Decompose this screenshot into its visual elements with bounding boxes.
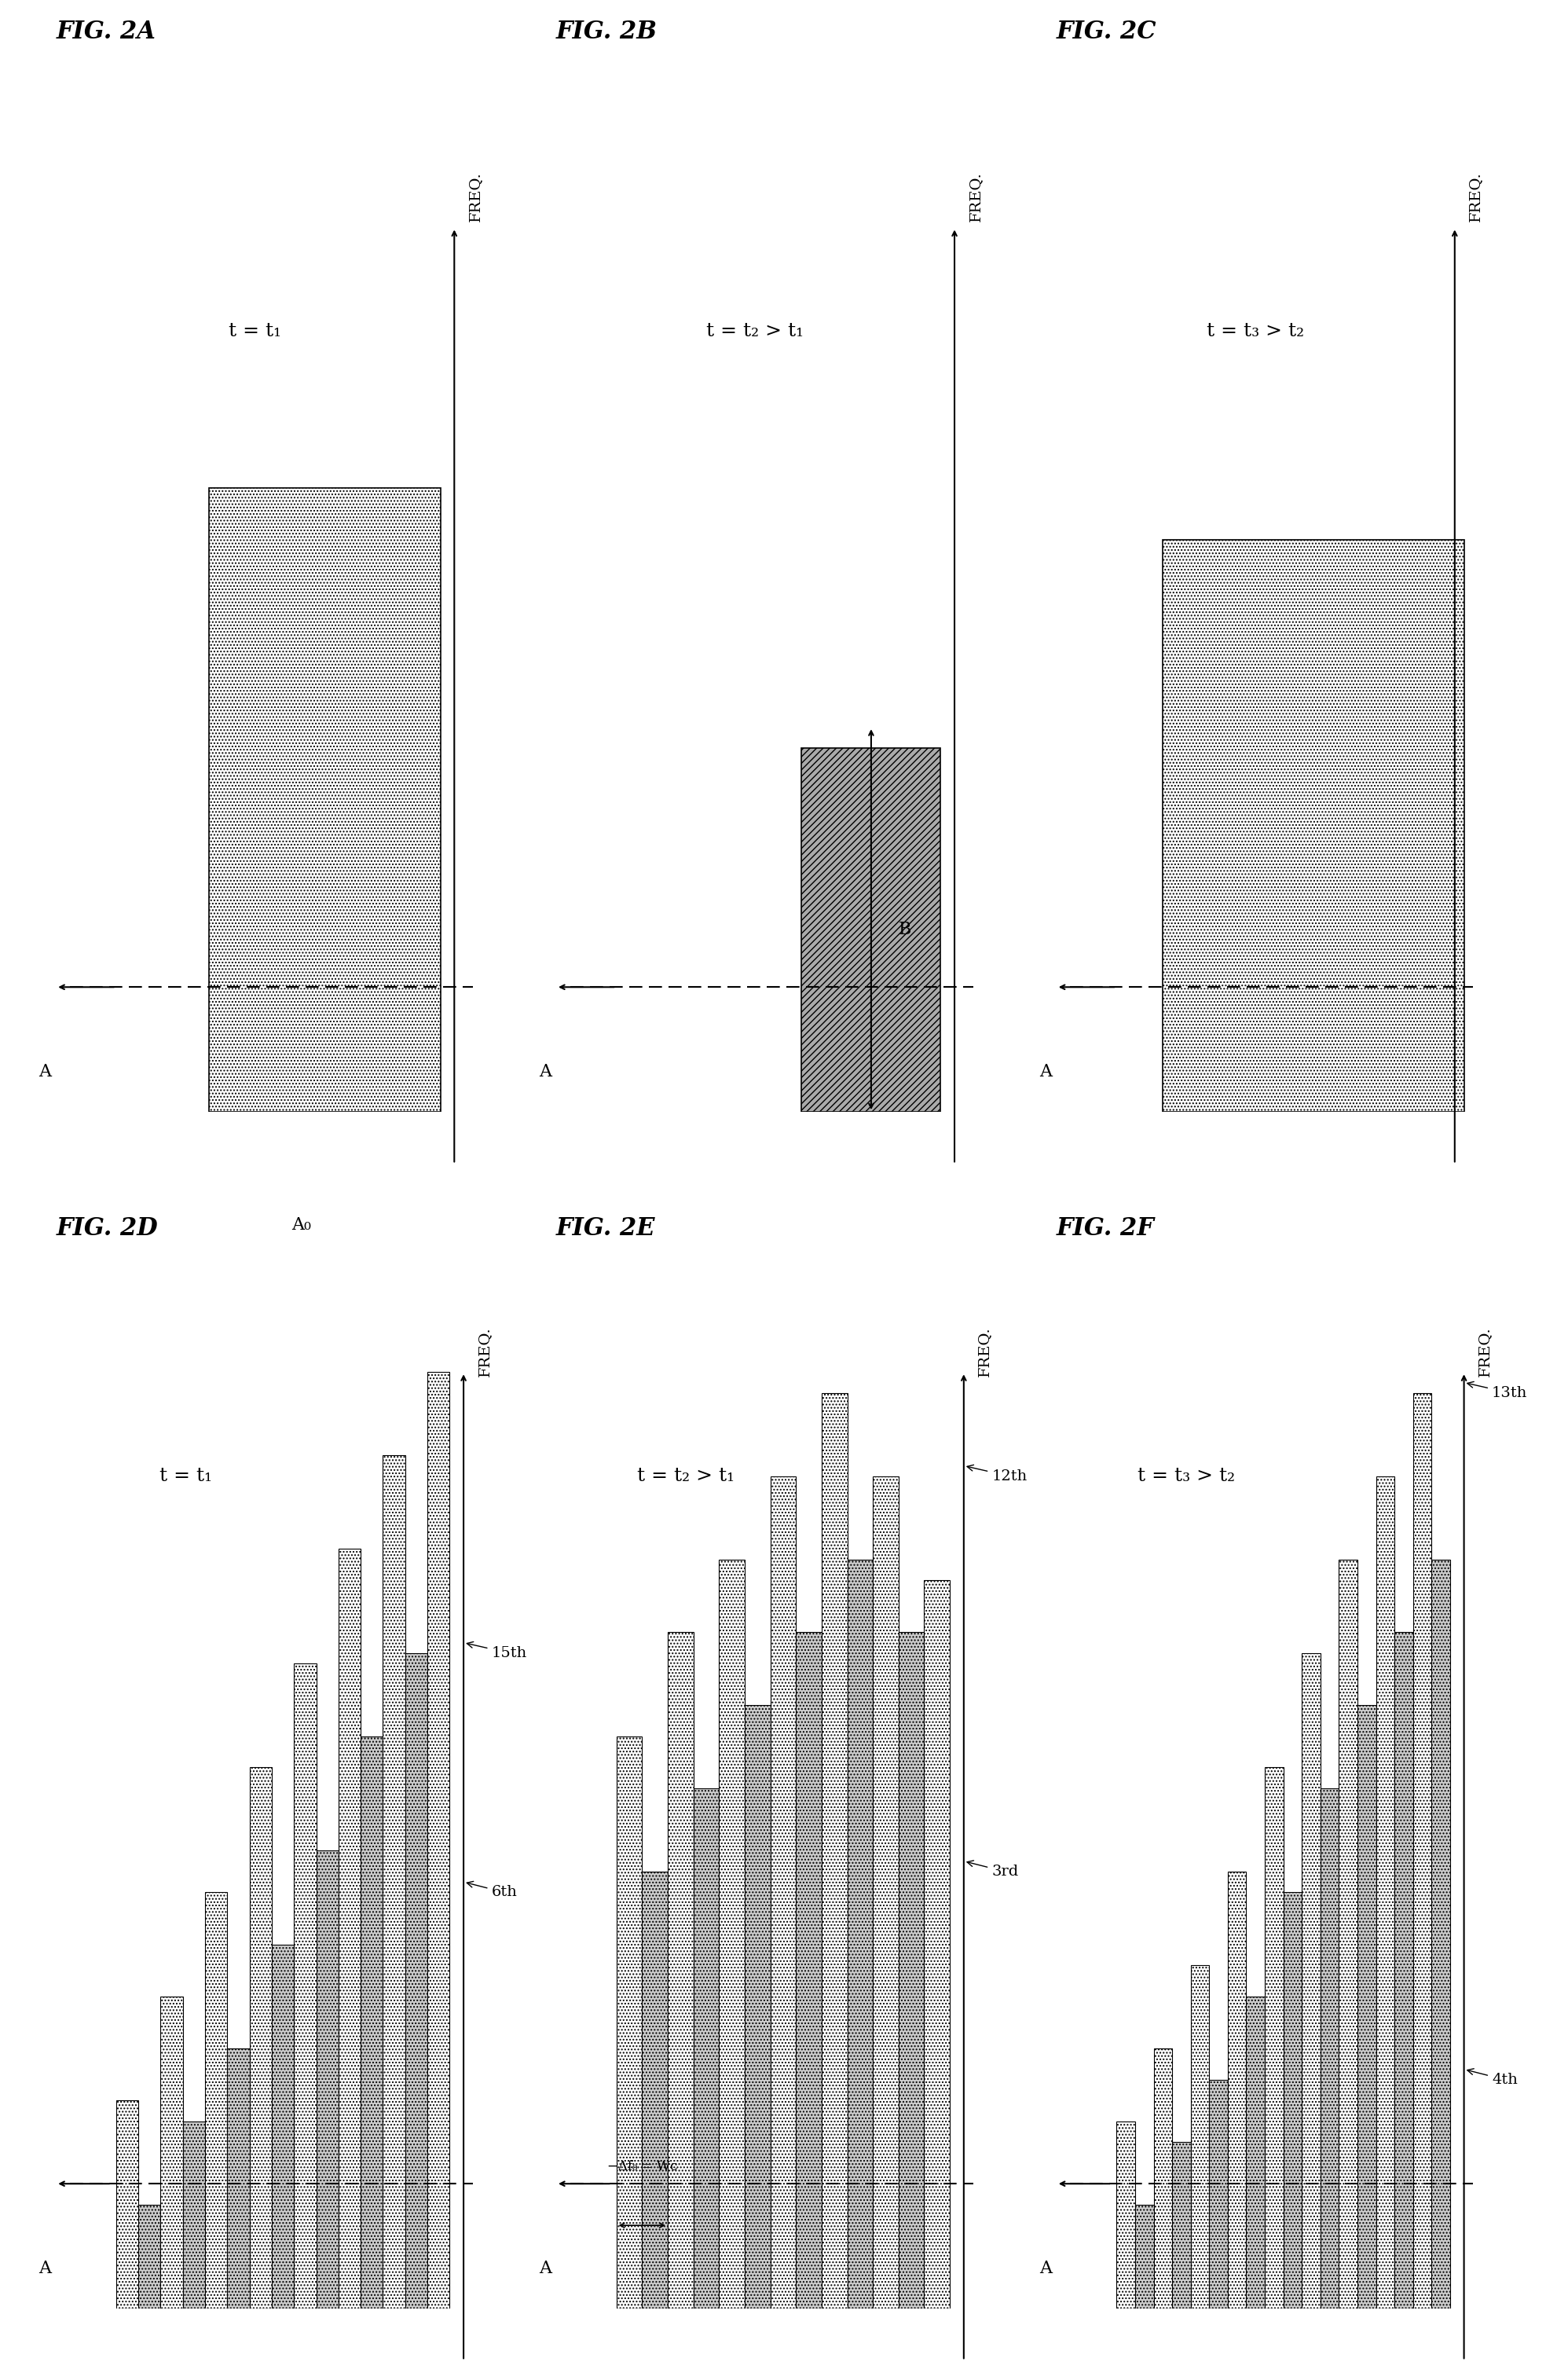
- FancyBboxPatch shape: [1320, 1787, 1339, 2309]
- FancyBboxPatch shape: [744, 1704, 771, 2309]
- Text: 15th: 15th: [467, 1642, 526, 1661]
- FancyBboxPatch shape: [249, 1768, 272, 2309]
- FancyBboxPatch shape: [272, 1944, 294, 2309]
- FancyBboxPatch shape: [1395, 1633, 1414, 2309]
- FancyBboxPatch shape: [139, 2204, 160, 2309]
- Text: t = t₂ > t₁: t = t₂ > t₁: [637, 1466, 735, 1485]
- FancyBboxPatch shape: [1339, 1559, 1358, 2309]
- FancyBboxPatch shape: [1172, 2142, 1191, 2309]
- Text: A: A: [39, 1064, 51, 1081]
- FancyBboxPatch shape: [1264, 1768, 1283, 2309]
- FancyBboxPatch shape: [405, 1654, 428, 2309]
- Text: A: A: [1039, 2261, 1053, 2278]
- Text: t = t₁: t = t₁: [159, 1466, 212, 1485]
- FancyBboxPatch shape: [796, 1633, 822, 2309]
- FancyBboxPatch shape: [693, 1787, 719, 2309]
- Text: A: A: [539, 1064, 551, 1081]
- Text: t = t₃ > t₂: t = t₃ > t₂: [1137, 1466, 1235, 1485]
- FancyBboxPatch shape: [617, 1737, 641, 2309]
- Text: FIG. 2D: FIG. 2D: [56, 1216, 157, 1240]
- FancyBboxPatch shape: [227, 2049, 249, 2309]
- Text: A: A: [39, 2261, 51, 2278]
- Text: FREQ.: FREQ.: [978, 1326, 992, 1376]
- FancyBboxPatch shape: [822, 1392, 847, 2309]
- FancyBboxPatch shape: [1414, 1392, 1431, 2309]
- Text: FREQ.: FREQ.: [968, 171, 982, 221]
- FancyBboxPatch shape: [383, 1454, 405, 2309]
- FancyBboxPatch shape: [160, 1997, 182, 2309]
- FancyBboxPatch shape: [428, 1373, 450, 2309]
- FancyBboxPatch shape: [1431, 1559, 1450, 2309]
- FancyBboxPatch shape: [719, 1559, 744, 2309]
- Text: FREQ.: FREQ.: [1468, 171, 1482, 221]
- FancyBboxPatch shape: [294, 1664, 316, 2309]
- Text: FIG. 2E: FIG. 2E: [556, 1216, 655, 1240]
- Text: −Δf₀ = Wᴄ: −Δf₀ = Wᴄ: [607, 2161, 677, 2173]
- Text: FIG. 2A: FIG. 2A: [56, 19, 156, 43]
- FancyBboxPatch shape: [1191, 1966, 1210, 2309]
- Text: FREQ.: FREQ.: [478, 1326, 492, 1376]
- FancyBboxPatch shape: [641, 1871, 668, 2309]
- Text: t = t₃ > t₂: t = t₃ > t₂: [1207, 324, 1305, 340]
- Text: A: A: [539, 2261, 551, 2278]
- Text: 3rd: 3rd: [967, 1861, 1018, 1878]
- Text: FIG. 2C: FIG. 2C: [1056, 19, 1157, 43]
- FancyBboxPatch shape: [1302, 1654, 1320, 2309]
- Text: FREQ.: FREQ.: [1478, 1326, 1492, 1376]
- FancyBboxPatch shape: [338, 1549, 361, 2309]
- Text: t = t₁: t = t₁: [229, 324, 282, 340]
- FancyBboxPatch shape: [316, 1852, 338, 2309]
- FancyBboxPatch shape: [1135, 2204, 1154, 2309]
- FancyBboxPatch shape: [1154, 2049, 1172, 2309]
- FancyBboxPatch shape: [1376, 1476, 1395, 2309]
- FancyBboxPatch shape: [898, 1633, 925, 2309]
- FancyBboxPatch shape: [802, 747, 940, 1111]
- Text: 13th: 13th: [1467, 1383, 1527, 1399]
- Text: A₀: A₀: [291, 1216, 311, 1233]
- Text: A: A: [1039, 1064, 1053, 1081]
- FancyBboxPatch shape: [873, 1476, 898, 2309]
- FancyBboxPatch shape: [1210, 2080, 1228, 2309]
- FancyBboxPatch shape: [117, 2102, 139, 2309]
- FancyBboxPatch shape: [206, 1892, 227, 2309]
- FancyBboxPatch shape: [182, 2121, 206, 2309]
- FancyBboxPatch shape: [1246, 1997, 1264, 2309]
- Text: FREQ.: FREQ.: [469, 171, 483, 221]
- FancyBboxPatch shape: [1283, 1892, 1302, 2309]
- FancyBboxPatch shape: [361, 1737, 383, 2309]
- FancyBboxPatch shape: [1116, 2121, 1135, 2309]
- Text: t = t₂ > t₁: t = t₂ > t₁: [707, 324, 803, 340]
- FancyBboxPatch shape: [209, 488, 441, 1111]
- Text: B: B: [898, 921, 912, 938]
- Text: 4th: 4th: [1467, 2068, 1518, 2087]
- FancyBboxPatch shape: [1358, 1704, 1376, 2309]
- Text: 6th: 6th: [467, 1880, 517, 1899]
- Text: FIG. 2F: FIG. 2F: [1056, 1216, 1154, 1240]
- FancyBboxPatch shape: [771, 1476, 796, 2309]
- FancyBboxPatch shape: [925, 1580, 950, 2309]
- FancyBboxPatch shape: [1163, 540, 1464, 1111]
- FancyBboxPatch shape: [1228, 1871, 1246, 2309]
- FancyBboxPatch shape: [847, 1559, 873, 2309]
- Text: 12th: 12th: [967, 1464, 1028, 1483]
- Text: FIG. 2B: FIG. 2B: [556, 19, 657, 43]
- FancyBboxPatch shape: [668, 1633, 693, 2309]
